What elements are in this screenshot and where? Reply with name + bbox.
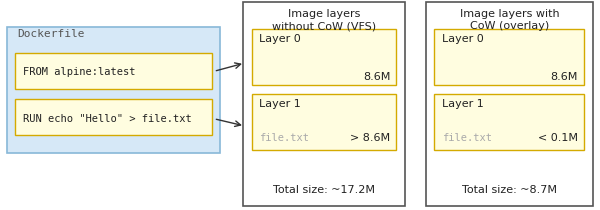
Text: file.txt: file.txt [259,133,309,143]
Text: Total size: ~17.2M: Total size: ~17.2M [273,185,375,195]
Text: Layer 1: Layer 1 [259,99,301,109]
FancyBboxPatch shape [7,27,220,153]
Text: FROM alpine:latest: FROM alpine:latest [23,67,136,77]
FancyBboxPatch shape [243,2,405,206]
Text: 8.6M: 8.6M [550,72,578,82]
Text: file.txt: file.txt [442,133,492,143]
FancyBboxPatch shape [434,94,584,150]
FancyBboxPatch shape [15,99,212,135]
FancyBboxPatch shape [252,29,396,85]
FancyBboxPatch shape [434,29,584,85]
FancyBboxPatch shape [15,52,212,89]
FancyBboxPatch shape [426,2,593,206]
Text: < 0.1M: < 0.1M [538,133,578,143]
Text: RUN echo "Hello" > file.txt: RUN echo "Hello" > file.txt [23,114,191,124]
Text: 8.6M: 8.6M [363,72,391,82]
Text: Layer 0: Layer 0 [442,34,484,44]
Text: Total size: ~8.7M: Total size: ~8.7M [462,185,557,195]
FancyBboxPatch shape [252,94,396,150]
Text: Layer 0: Layer 0 [259,34,301,44]
Text: > 8.6M: > 8.6M [350,133,391,143]
Text: Image layers with
CoW (overlay): Image layers with CoW (overlay) [460,9,559,31]
Text: Dockerfile: Dockerfile [17,29,84,39]
Text: Image layers
without CoW (VFS): Image layers without CoW (VFS) [272,9,376,31]
Text: Layer 1: Layer 1 [442,99,484,109]
